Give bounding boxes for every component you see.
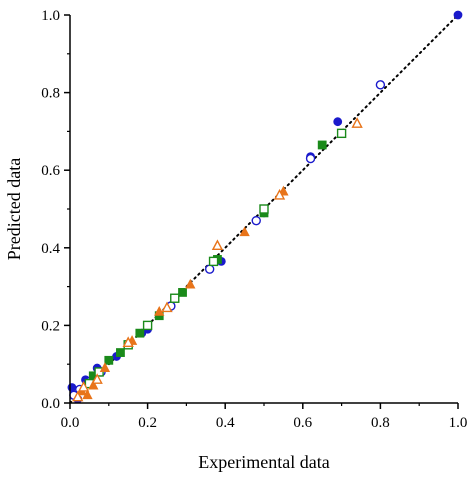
y-tick-label: 0.0 <box>41 396 60 412</box>
y-tick-label: 0.8 <box>41 86 60 102</box>
data-point-circle-open <box>204 264 215 274</box>
data-point-square-open <box>336 128 347 139</box>
y-tick-label: 0.6 <box>41 163 60 179</box>
x-tick-label: 0.8 <box>371 415 390 431</box>
data-point-triangle-open <box>351 117 363 128</box>
data-point-circle-filled <box>453 10 463 20</box>
data-point-square-filled <box>317 140 327 150</box>
x-tick-label: 0.6 <box>293 415 312 431</box>
data-point-triangle-open <box>211 239 224 251</box>
data-point-triangle-filled <box>154 305 165 316</box>
data-point-triangle-open <box>91 373 103 384</box>
data-point-square-open <box>259 204 269 214</box>
data-point-circle-filled <box>333 117 343 127</box>
data-point-triangle-filled <box>88 379 99 390</box>
data-point-triangle-open <box>161 301 173 313</box>
y-tick-label: 0.4 <box>41 241 60 257</box>
data-points-group <box>67 10 463 404</box>
x-tick-label: 0.4 <box>216 415 235 431</box>
data-point-square-open <box>208 256 219 267</box>
data-point-triangle-filled <box>239 226 250 237</box>
axes-group <box>64 14 459 409</box>
data-point-square-filled <box>104 355 114 365</box>
x-axis-title: Experimental data <box>198 452 329 472</box>
y-tick-label: 0.2 <box>41 318 60 334</box>
data-point-triangle-open <box>72 390 84 402</box>
data-point-triangle-open <box>77 380 90 392</box>
data-point-circle-open <box>251 215 261 226</box>
data-point-circle-open <box>305 153 316 164</box>
data-point-triangle-filled <box>99 362 111 372</box>
y-tick-label: 1.0 <box>41 8 60 24</box>
data-point-square-filled <box>116 348 125 357</box>
x-tick-label: 1.0 <box>449 415 468 431</box>
data-point-square-open <box>142 320 153 331</box>
x-tick-label: 0.2 <box>138 415 157 431</box>
y-axis-title: Predicted data <box>4 158 24 260</box>
data-point-triangle-open <box>122 336 134 348</box>
data-point-triangle-filled <box>82 389 93 400</box>
data-point-circle-open <box>375 80 386 90</box>
tick-labels-group: 0.0 0.2 0.4 0.6 0.8 1.0 0.0 0.2 0.4 0.6 0.8 1.0 <box>41 8 467 431</box>
data-point-square-open <box>170 293 180 303</box>
data-point-triangle-filled <box>185 278 196 289</box>
data-point-square-filled <box>178 288 187 297</box>
data-point-circle-filled <box>67 383 77 392</box>
data-point-triangle-open <box>273 188 286 200</box>
data-point-square-filled <box>135 328 145 338</box>
x-tick-label: 0.0 <box>61 415 80 431</box>
